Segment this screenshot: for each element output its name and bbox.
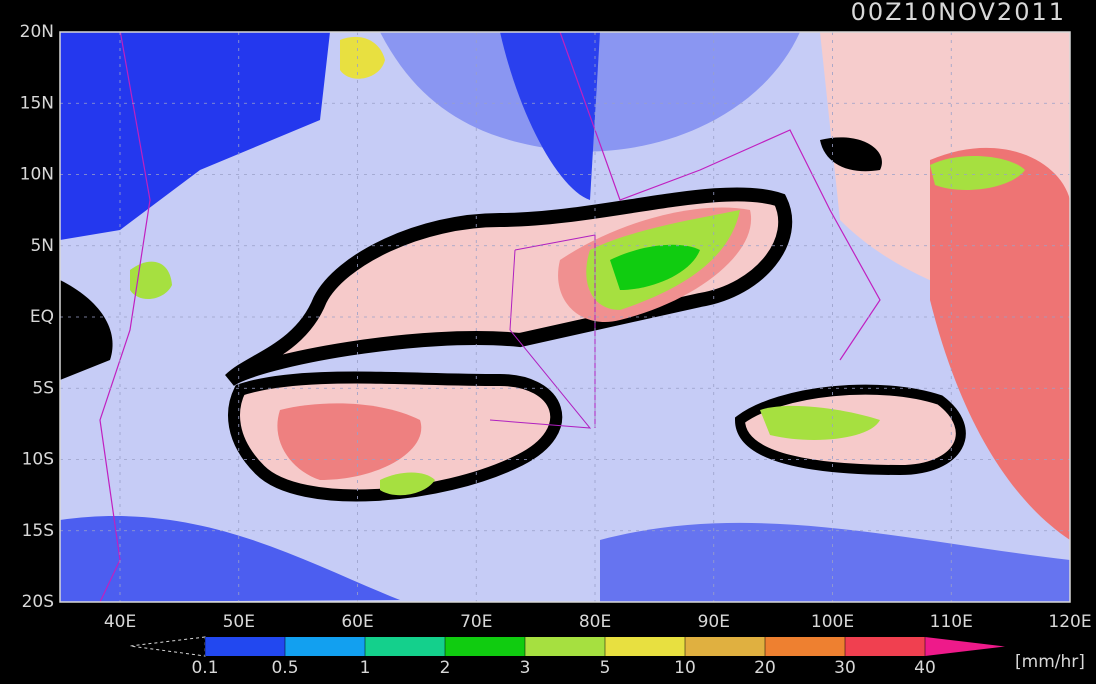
lon-label: 90E — [698, 612, 730, 632]
lat-label: 5N — [30, 236, 54, 256]
lon-label: 120E — [1048, 612, 1091, 632]
colorbar: 0.1 0.5 1 2 3 5 10 20 30 40 [mm/hr] — [129, 636, 1085, 678]
precip-field — [60, 32, 1070, 602]
colorbar-over — [925, 637, 1005, 656]
lon-label: 80E — [579, 612, 611, 632]
lat-label: EQ — [30, 307, 54, 327]
colorbar-label: 30 — [834, 658, 856, 678]
colorbar-label: 5 — [600, 658, 611, 678]
colorbar-label: 2 — [440, 658, 451, 678]
map-frame — [59, 31, 1071, 603]
lat-label: 20S — [22, 592, 54, 612]
lat-label: 10N — [20, 165, 54, 185]
colorbar-label: 0.1 — [191, 658, 218, 678]
colorbar-label: 40 — [914, 658, 936, 678]
lon-label: 70E — [460, 612, 492, 632]
colorbar-swatch — [285, 637, 365, 656]
colorbar-swatch — [365, 637, 445, 656]
colorbar-label: 3 — [520, 658, 531, 678]
graticule — [60, 32, 1070, 602]
lat-label: 5S — [32, 378, 54, 398]
colorbar-under — [129, 636, 206, 657]
colorbar-swatch — [445, 637, 525, 656]
colorbar-swatch — [525, 637, 605, 656]
lat-label: 15S — [22, 521, 54, 541]
colorbar-label: 20 — [754, 658, 776, 678]
colorbar-swatch — [205, 637, 285, 656]
lat-label: 15N — [20, 93, 54, 113]
lon-label: 40E — [104, 612, 136, 632]
lat-label: 10S — [22, 450, 54, 470]
colorbar-swatch — [765, 637, 845, 656]
colorbar-swatch — [845, 637, 925, 656]
lon-label: 110E — [930, 612, 973, 632]
lon-label: 60E — [341, 612, 373, 632]
lon-label: 50E — [223, 612, 255, 632]
colorbar-label: 0.5 — [271, 658, 298, 678]
colorbar-label: 10 — [674, 658, 696, 678]
colorbar-swatch — [605, 637, 685, 656]
lon-label: 100E — [811, 612, 854, 632]
colorbar-label: 1 — [360, 658, 371, 678]
colorbar-swatch — [685, 637, 765, 656]
lat-label: 20N — [20, 22, 54, 42]
colorbar-unit: [mm/hr] — [1015, 652, 1085, 672]
map-title: 00Z10NOV2011 — [851, 0, 1066, 26]
